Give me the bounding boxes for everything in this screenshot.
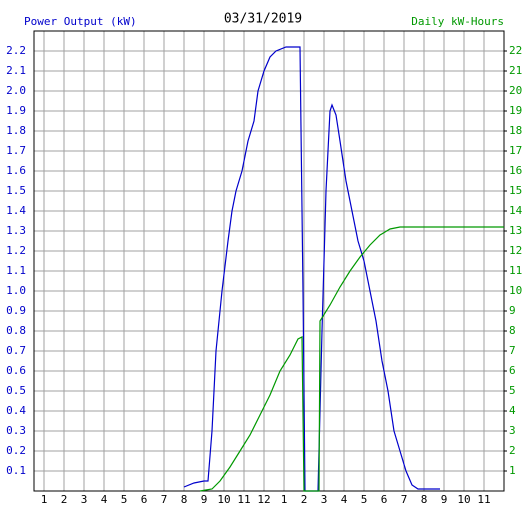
x-tick-label: 8 xyxy=(181,493,188,506)
y-tick-label: 0.4 xyxy=(6,404,26,417)
x-tick-label: 1 xyxy=(281,493,288,506)
x-tick-label: 4 xyxy=(341,493,348,506)
y-tick-label: 1.6 xyxy=(6,164,26,177)
y-tick-label: 1.7 xyxy=(6,144,26,157)
y-tick-label: 0.6 xyxy=(6,364,26,377)
x-tick-label: 11 xyxy=(477,493,490,506)
x-tick-label: 10 xyxy=(457,493,470,506)
y-tick-label: 0.3 xyxy=(6,424,26,437)
y-tick-label: 1.5 xyxy=(6,184,26,197)
y-tick-label: 0.5 xyxy=(6,384,26,397)
x-tick-label: 6 xyxy=(141,493,148,506)
x-tick-label: 1 xyxy=(41,493,48,506)
y2-tick-label: 14 xyxy=(509,204,523,217)
y-tick-label: 2.2 xyxy=(6,44,26,57)
y2-tick-label: 20 xyxy=(509,84,522,97)
y-tick-label: 1.1 xyxy=(6,264,26,277)
y2-tick-label: 21 xyxy=(509,64,522,77)
y2-tick-label: 9 xyxy=(509,304,516,317)
y2-tick-label: 22 xyxy=(509,44,522,57)
y-tick-label: 0.8 xyxy=(6,324,26,337)
y2-tick-label: 11 xyxy=(509,264,522,277)
x-tick-label: 8 xyxy=(421,493,428,506)
x-tick-label: 2 xyxy=(61,493,68,506)
x-tick-label: 3 xyxy=(81,493,88,506)
x-tick-label: 5 xyxy=(121,493,128,506)
y-tick-label: 1.8 xyxy=(6,124,26,137)
x-tick-label: 6 xyxy=(381,493,388,506)
y2-axis-label: Daily kW-Hours xyxy=(411,15,504,28)
y-tick-label: 0.1 xyxy=(6,464,26,477)
x-tick-label: 9 xyxy=(441,493,448,506)
y-tick-label: 1.0 xyxy=(6,284,26,297)
x-tick-label: 10 xyxy=(217,493,230,506)
y-tick-label: 0.9 xyxy=(6,304,26,317)
x-tick-label: 3 xyxy=(321,493,328,506)
y2-tick-label: 16 xyxy=(509,164,522,177)
y2-tick-label: 3 xyxy=(509,424,516,437)
y-tick-label: 0.7 xyxy=(6,344,26,357)
y-tick-label: 2.1 xyxy=(6,64,26,77)
y-axis-label: Power Output (kW) xyxy=(24,15,137,28)
x-tick-label: 7 xyxy=(401,493,408,506)
y2-tick-label: 7 xyxy=(509,344,516,357)
y2-tick-label: 13 xyxy=(509,224,522,237)
y-tick-label: 1.3 xyxy=(6,224,26,237)
y-tick-label: 1.2 xyxy=(6,244,26,257)
y2-tick-label: 5 xyxy=(509,384,516,397)
y2-tick-label: 15 xyxy=(509,184,522,197)
x-tick-label: 4 xyxy=(101,493,108,506)
x-tick-label: 7 xyxy=(161,493,168,506)
chart-title: 03/31/2019 xyxy=(224,12,302,27)
x-tick-label: 11 xyxy=(237,493,250,506)
x-tick-label: 9 xyxy=(201,493,208,506)
series-line xyxy=(199,226,504,492)
y-tick-label: 0.2 xyxy=(6,444,26,457)
y2-tick-label: 4 xyxy=(509,404,516,417)
x-tick-label: 12 xyxy=(257,493,270,506)
y2-tick-label: 17 xyxy=(509,144,522,157)
y-tick-label: 2.0 xyxy=(6,84,26,97)
x-tick-label: 2 xyxy=(301,493,308,506)
y2-tick-label: 12 xyxy=(509,244,522,257)
y-tick-label: 1.9 xyxy=(6,104,26,117)
y-tick-label: 1.4 xyxy=(6,204,26,217)
y2-tick-label: 1 xyxy=(509,464,516,477)
y2-tick-label: 6 xyxy=(509,364,516,377)
y2-tick-label: 18 xyxy=(509,124,522,137)
y2-tick-label: 8 xyxy=(509,324,516,337)
y2-tick-label: 19 xyxy=(509,104,522,117)
plot-border xyxy=(33,30,505,492)
x-tick-label: 5 xyxy=(361,493,368,506)
y2-tick-label: 10 xyxy=(509,284,522,297)
y2-tick-label: 2 xyxy=(509,444,516,457)
